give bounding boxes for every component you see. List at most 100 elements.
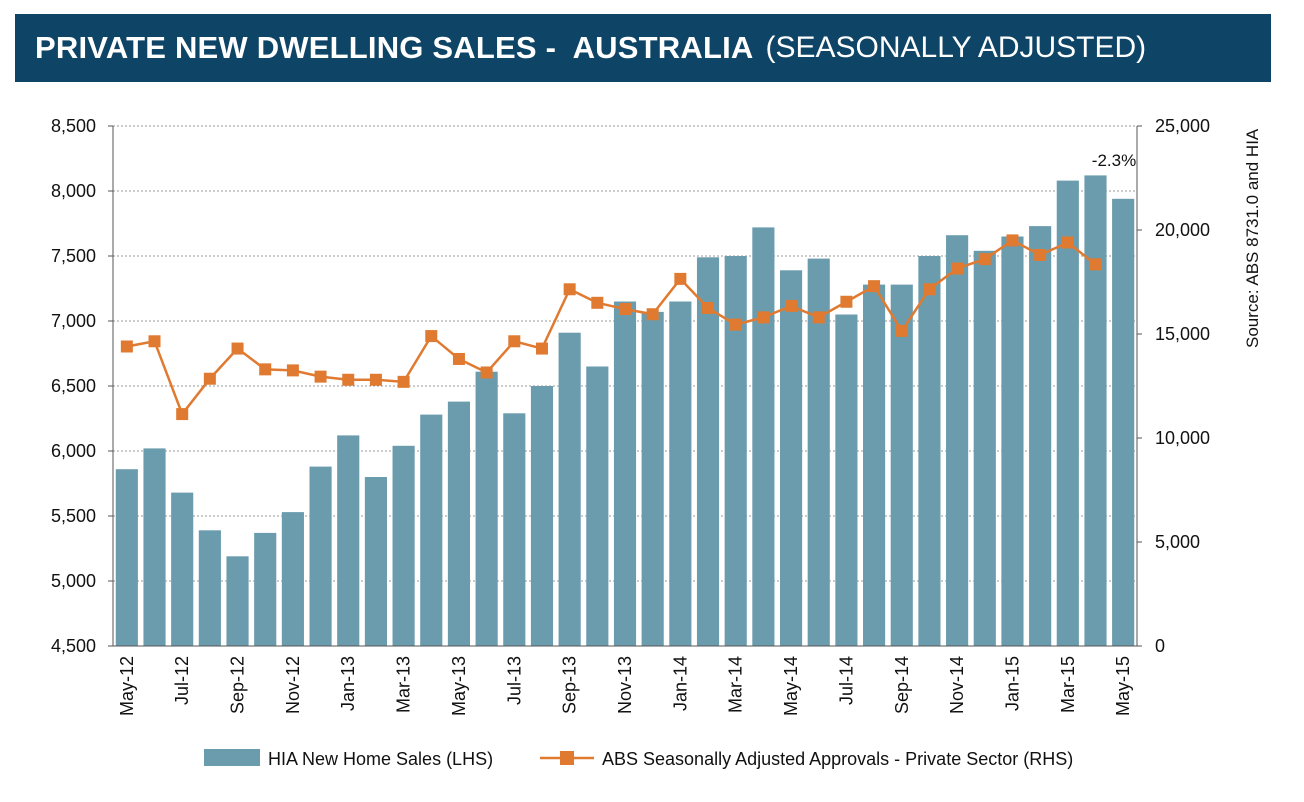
y-left-tick-label: 7,500: [51, 246, 96, 266]
line-marker: [1034, 248, 1047, 261]
x-tick-label: Sep-12: [228, 656, 248, 714]
bar: [946, 235, 969, 646]
chart-title: PRIVATE NEW DWELLING SALES - AUSTRALIA: [35, 30, 754, 65]
bar: [530, 386, 554, 646]
line-marker: [729, 318, 742, 331]
axes: 4,500 5,000 5,500 6,000 6,500 7,000 7,500 8,000…: [51, 116, 1210, 716]
line-marker: [563, 283, 576, 296]
bar: [392, 445, 415, 646]
legend: HIA New Home Sales (LHS) ABS Seasonally A…: [204, 749, 1073, 769]
x-tick-label: Mar-14: [726, 656, 746, 713]
bar: [309, 466, 332, 646]
bar: [1112, 198, 1135, 647]
line-marker: [868, 280, 881, 293]
line-marker: [840, 295, 853, 308]
bar: [281, 512, 304, 646]
line-marker: [1061, 236, 1074, 249]
line-marker: [619, 303, 631, 316]
bar: [447, 401, 471, 646]
line-marker: [369, 373, 382, 386]
bar: [669, 301, 692, 646]
y-left-tick-label: 6,500: [51, 376, 96, 396]
bar: [724, 256, 747, 646]
chart-subtitle: (SEASONALLY ADJUSTED): [765, 31, 1147, 64]
x-tick-label: Sep-14: [892, 656, 912, 714]
legend-swatch-bar: [204, 749, 260, 766]
x-tick-label: May-12: [117, 656, 137, 716]
line-marker: [535, 342, 548, 355]
line-marker: [452, 352, 465, 365]
bar: [558, 332, 581, 646]
x-tick-label: Jul-13: [504, 656, 524, 705]
y-right-tick-label: 25,000: [1155, 116, 1210, 136]
bar: [1029, 226, 1052, 646]
line-series: [120, 234, 1102, 421]
line-marker: [702, 302, 715, 314]
line-marker: [203, 372, 216, 385]
bar: [364, 477, 387, 646]
bar: [613, 301, 637, 646]
y-left-tick-label: 5,500: [51, 506, 96, 526]
y-left-tick-label: 8,500: [51, 116, 96, 136]
y-right-tick-label: 0: [1155, 636, 1165, 656]
line-marker: [923, 283, 936, 296]
line-marker: [674, 272, 687, 285]
line-marker: [231, 342, 244, 355]
bar: [973, 250, 996, 647]
bar: [475, 371, 498, 646]
x-tick-label: Mar-15: [1058, 656, 1078, 713]
bar: [1084, 175, 1107, 646]
line-marker: [895, 324, 908, 337]
bar: [752, 227, 775, 646]
x-tick-label: Nov-13: [615, 656, 635, 714]
y-left-tick-label: 8,000: [51, 181, 96, 201]
bar: [696, 257, 720, 646]
line-marker: [425, 330, 438, 343]
x-tick-label: May-15: [1113, 656, 1133, 716]
line-marker: [314, 370, 327, 383]
line-marker: [757, 311, 770, 324]
line-marker: [176, 408, 189, 421]
y-left-tick-label: 5,000: [51, 571, 96, 591]
bar: [254, 532, 277, 646]
line-marker: [148, 335, 161, 348]
line-marker: [120, 340, 133, 353]
x-tick-label: Sep-13: [560, 656, 580, 714]
line-marker: [508, 335, 521, 348]
change-annotation: -2.3%: [1092, 151, 1136, 170]
line-marker: [480, 366, 493, 379]
x-tick-label: Jan-15: [1002, 656, 1022, 711]
x-tick-label: Nov-14: [947, 656, 967, 714]
line-marker: [286, 364, 299, 377]
line-marker: [591, 296, 604, 309]
title-banner: PRIVATE NEW DWELLING SALES - AUSTRALIA (…: [15, 14, 1271, 82]
bar: [918, 256, 941, 646]
bar: [641, 311, 664, 646]
y-right-tick-label: 15,000: [1155, 324, 1210, 344]
bar: [337, 435, 360, 646]
x-tick-label: Jul-12: [172, 656, 192, 705]
bar: [143, 448, 166, 646]
line-marker: [951, 262, 964, 275]
y-right-tick-label: 10,000: [1155, 428, 1210, 448]
bar: [115, 469, 138, 646]
bar: [420, 414, 443, 646]
legend-swatch-marker: [560, 751, 574, 765]
x-tick-label: Mar-13: [394, 656, 414, 713]
x-tick-label: Jan-14: [670, 656, 690, 711]
bar: [779, 270, 803, 646]
y-left-tick-label: 4,500: [51, 636, 96, 656]
line-marker: [785, 299, 798, 312]
bar: [807, 258, 830, 646]
bar: [171, 492, 194, 646]
line-marker: [1089, 258, 1102, 271]
bar: [1001, 236, 1024, 646]
line-marker: [978, 253, 991, 266]
x-tick-label: May-14: [781, 656, 801, 716]
legend-label-line: ABS Seasonally Adjusted Approvals - Priv…: [602, 749, 1073, 769]
x-tick-label: Jul-14: [836, 656, 856, 705]
bar: [863, 284, 886, 646]
bar: [198, 530, 221, 646]
line-marker: [397, 375, 410, 388]
